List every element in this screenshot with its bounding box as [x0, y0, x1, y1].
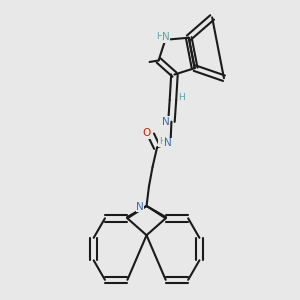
Text: N: N: [136, 202, 144, 212]
Text: N: N: [162, 117, 170, 127]
Text: H: H: [159, 137, 166, 146]
Text: H: H: [178, 93, 185, 102]
Text: H: H: [157, 32, 163, 41]
Text: O: O: [143, 128, 151, 138]
Text: N: N: [164, 138, 171, 148]
Text: N: N: [162, 32, 170, 42]
